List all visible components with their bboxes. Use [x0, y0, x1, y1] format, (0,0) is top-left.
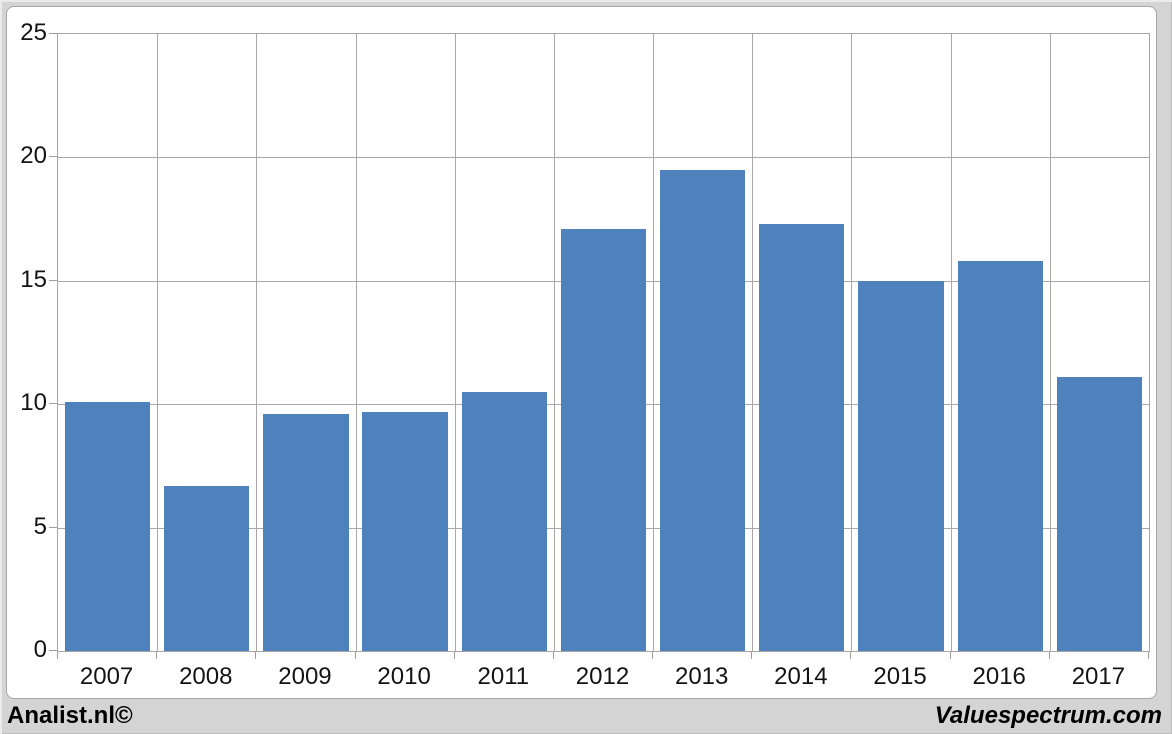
x-axis-label: 2008 [179, 663, 233, 690]
bar-2013 [660, 169, 746, 651]
x-axis-label: 2013 [674, 663, 729, 690]
v-gridline [454, 34, 456, 651]
x-axis-label: 2015 [873, 663, 927, 690]
x-axis-tick [949, 651, 951, 659]
v-gridline [355, 34, 357, 651]
bar-2012 [560, 228, 647, 651]
x-axis-tick [156, 651, 158, 659]
y-axis-label: 20 [20, 142, 47, 170]
x-axis-tick [1048, 651, 1050, 659]
h-gridline [58, 157, 1149, 159]
bar-2011 [461, 391, 547, 651]
v-gridline [1049, 34, 1051, 651]
v-gridline [157, 34, 159, 651]
y-axis-tick [49, 650, 57, 651]
x-axis-label: 2012 [575, 663, 630, 690]
y-axis-label: 0 [33, 636, 47, 663]
bar-2007 [64, 401, 151, 651]
x-axis-tick [652, 651, 654, 659]
y-axis-tick [49, 156, 57, 158]
x-axis-label: 2014 [774, 663, 828, 690]
bar-2017 [1056, 377, 1143, 651]
plot-area [57, 33, 1150, 652]
bar-2015 [858, 280, 944, 651]
footer-brand-valuespectrum: Valuespectrum.com [934, 702, 1162, 729]
footer: Analist.nl© Valuespectrum.com [0, 699, 1172, 734]
y-axis-tick [49, 403, 57, 405]
x-axis-tick [552, 651, 554, 659]
x-axis-label: 2009 [278, 663, 332, 690]
x-axis-label: 2007 [79, 663, 134, 690]
x-axis-label: 2011 [477, 663, 530, 690]
y-axis-tick [49, 279, 57, 281]
v-gridline [653, 34, 655, 651]
bar-2016 [957, 261, 1043, 651]
y-axis-label: 5 [33, 512, 47, 540]
x-axis-label: 2016 [972, 663, 1026, 690]
bar-2014 [759, 224, 845, 651]
v-gridline [553, 34, 555, 651]
v-gridline [752, 34, 754, 651]
bar-2010 [362, 411, 448, 651]
v-gridline [256, 34, 258, 651]
y-axis-label: 25 [20, 19, 47, 46]
x-axis-tick [751, 651, 753, 659]
x-axis-tick [1148, 651, 1149, 659]
v-gridline [851, 34, 853, 651]
x-axis-tick [255, 651, 257, 659]
footer-brand-analist: Analist.nl© [7, 702, 133, 729]
v-gridline [950, 34, 952, 651]
y-axis-tick [49, 526, 57, 528]
x-axis-tick [850, 651, 852, 659]
bar-2009 [263, 414, 349, 651]
x-axis-tick [453, 651, 455, 659]
x-axis-label: 2010 [377, 663, 431, 690]
x-axis-tick [57, 651, 58, 659]
y-axis-label: 15 [20, 265, 47, 293]
x-axis-tick [354, 651, 356, 659]
chart-panel: 25 20 15 10 5 0 2007 2008 2009 2010 2011 2012 2013 2… [6, 6, 1157, 699]
y-axis-label: 10 [20, 389, 47, 417]
y-axis-tick [49, 33, 57, 34]
bar-2008 [164, 485, 250, 651]
x-axis-label: 2017 [1071, 663, 1126, 690]
